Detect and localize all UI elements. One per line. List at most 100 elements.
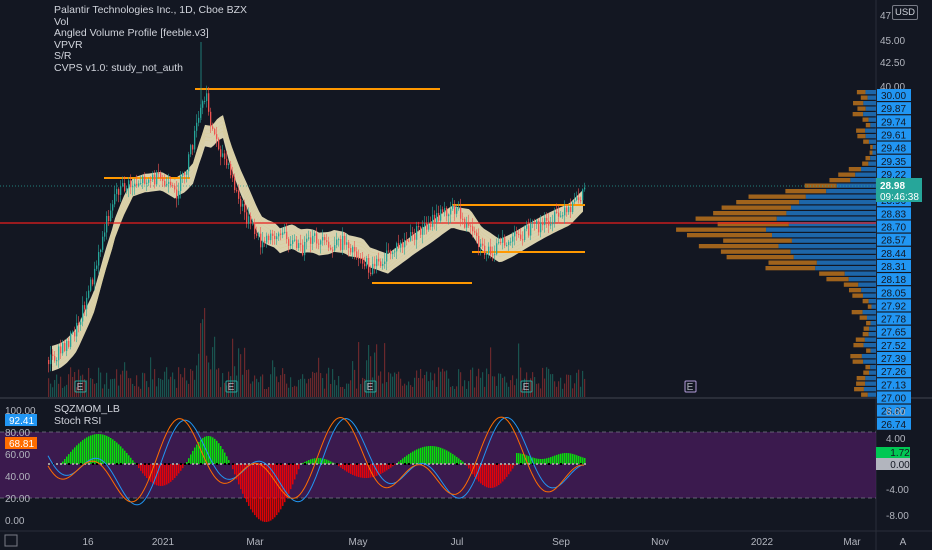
profile-bar-buy — [868, 161, 876, 166]
legend-sqzmom[interactable]: SQZMOM_LB — [54, 403, 120, 415]
momentum-bar — [350, 464, 352, 474]
momentum-bar — [320, 458, 322, 464]
candle-body — [584, 187, 586, 190]
momentum-bar — [540, 458, 542, 464]
candle-body — [70, 332, 72, 347]
currency-button[interactable]: USD — [892, 5, 918, 20]
candle-body — [520, 234, 522, 240]
squeeze-dot — [156, 463, 158, 465]
momentum-bar — [274, 464, 276, 518]
volume-bar — [262, 374, 264, 397]
volume-bar — [156, 386, 158, 397]
candle-body — [404, 240, 406, 248]
volume-bar — [350, 380, 352, 397]
volume-bar — [64, 386, 66, 397]
momentum-bar — [484, 464, 486, 487]
volume-bar — [578, 369, 580, 397]
volume-bar — [104, 384, 106, 397]
profile-tick: 28.44 — [881, 249, 906, 260]
squeeze-dot — [232, 463, 234, 465]
squeeze-dot — [120, 463, 122, 465]
profile-bar-buy — [871, 304, 876, 309]
legend-stoch-rsi[interactable]: Stoch RSI — [54, 414, 102, 427]
volume-bar — [380, 371, 382, 397]
momentum-bar — [388, 464, 390, 470]
candle-body — [406, 240, 408, 242]
volume-bar — [222, 373, 224, 397]
volume-bar — [270, 374, 272, 397]
legend-angled-volume-profile[interactable]: Angled Volume Profile [feeble.v3] — [54, 27, 209, 40]
candle-body — [360, 258, 362, 260]
momentum-bar — [276, 464, 278, 516]
candle-body — [56, 360, 58, 362]
volume-bar — [340, 386, 342, 397]
profile-bar-sell — [860, 95, 868, 100]
volume-bar — [92, 379, 94, 397]
symbol-title[interactable]: Palantir Technologies Inc., 1D, Cboe BZX — [54, 4, 247, 16]
momentum-bar — [558, 454, 560, 464]
volume-bar — [126, 370, 128, 397]
legend-cvps[interactable]: CVPS v1.0: study_not_auth — [54, 61, 183, 74]
candle-body — [304, 241, 306, 256]
momentum-bar — [404, 456, 406, 464]
profile-bar-sell — [848, 288, 862, 293]
momentum-bar — [482, 464, 484, 486]
squeeze-dot — [552, 463, 554, 465]
candle-body — [416, 226, 418, 240]
squeeze-dot — [104, 463, 106, 465]
volume-bar — [400, 378, 402, 397]
candle-body — [100, 249, 102, 253]
candle-body — [316, 233, 318, 244]
momentum-bar — [204, 436, 206, 464]
profile-tick: 27.65 — [881, 328, 906, 339]
volume-bar — [272, 360, 274, 397]
momentum-bar — [364, 464, 366, 478]
candle-body — [122, 183, 124, 187]
volume-bar — [482, 372, 484, 397]
volume-bar — [298, 379, 300, 397]
volume-bar — [174, 379, 176, 397]
squeeze-dot — [76, 463, 78, 465]
candle-body — [562, 215, 564, 217]
momentum-bar — [278, 464, 280, 513]
squeeze-dot — [548, 463, 550, 465]
candle-body — [448, 214, 450, 217]
volume-bar — [370, 356, 372, 397]
candle-body — [566, 207, 568, 213]
profile-bar-buy — [863, 112, 876, 117]
candle-body — [412, 232, 414, 235]
momentum-bar — [406, 455, 408, 464]
candle-body — [582, 189, 584, 201]
squeeze-dot — [92, 463, 94, 465]
profile-tick: 28.18 — [881, 275, 906, 286]
squeeze-dot — [216, 463, 218, 465]
candle-body — [224, 153, 226, 159]
profile-bar-sell — [851, 310, 863, 315]
candle-body — [400, 242, 402, 248]
profile-bar-sell — [853, 101, 864, 106]
momentum-bar — [256, 464, 258, 518]
candle-body — [464, 218, 466, 228]
profile-bar-buy — [869, 370, 876, 375]
legend-vpvr[interactable]: VPVR — [54, 38, 83, 51]
candle-body — [352, 246, 354, 253]
candle-body — [128, 180, 130, 189]
momentum-bar — [366, 464, 368, 478]
profile-bar-buy — [861, 354, 876, 359]
candle-body — [456, 208, 458, 214]
candle-body — [236, 190, 238, 192]
candle-body — [62, 343, 64, 354]
momentum-bar — [522, 454, 524, 464]
profile-tick: 29.48 — [881, 144, 906, 155]
legend-volume[interactable]: Vol — [54, 15, 69, 28]
momentum-bar — [384, 464, 386, 472]
candle-body — [550, 224, 552, 226]
legend-support-resistance[interactable]: S/R — [54, 50, 72, 63]
volume-bar — [376, 344, 378, 397]
momentum-bar — [536, 458, 538, 464]
profile-tick: 28.31 — [881, 262, 906, 273]
volume-bar — [160, 378, 162, 397]
candle-body — [112, 204, 114, 211]
volume-bar — [510, 380, 512, 397]
